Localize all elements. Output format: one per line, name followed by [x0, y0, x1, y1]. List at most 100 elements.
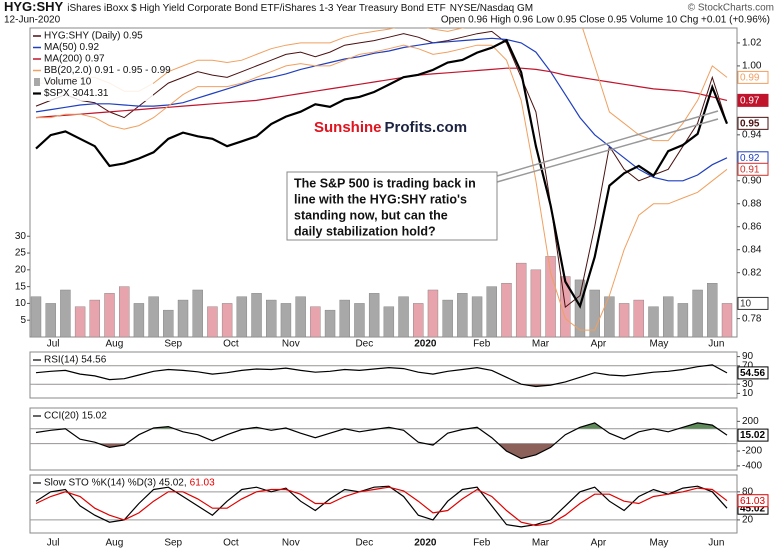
x-tick-label: Apr: [591, 339, 607, 350]
x-tick-label: 2020: [414, 538, 437, 549]
callout-line: standing now, but can the: [294, 208, 448, 222]
y-tick-label: 1.00: [742, 61, 762, 72]
annotations: Sunshine Profits.com The S&P 500 is tradi…: [286, 110, 719, 241]
y-tick-label: 30: [742, 379, 754, 390]
x-tick-label: Aug: [106, 538, 124, 549]
value-badge: 45.02: [740, 503, 765, 514]
volume-bar: [89, 299, 101, 337]
volume-bar: [74, 306, 86, 337]
volume-bar: [574, 279, 586, 337]
y-tick-label: 200: [742, 416, 759, 427]
x-tick-label: Oct: [223, 538, 239, 549]
legend-icon: [34, 78, 40, 86]
series-line: [35, 364, 728, 388]
value-badge: 0.99: [740, 73, 760, 84]
x-tick-label: Apr: [591, 538, 607, 549]
x-tick-label: 2020: [414, 339, 437, 350]
volume-bar: [677, 303, 689, 337]
legend-entry: HYG:SHY (Daily) 0.95: [44, 31, 143, 42]
value-badge: 10: [740, 299, 752, 310]
y-tick-label: 20: [742, 515, 754, 526]
x-tick-label: Jul: [47, 339, 60, 350]
x-tick-label: Feb: [473, 339, 491, 350]
volume-bar: [618, 303, 630, 337]
x-tick-label: May: [649, 538, 668, 549]
threshold-fill: [36, 443, 727, 459]
legend-entry: Volume 10: [44, 77, 92, 88]
callout-line: line with the HYG:SHY ratio's: [294, 192, 467, 206]
volume-bar: [442, 299, 453, 337]
logo-dark: Profits.com: [385, 119, 468, 136]
volume-bar: [692, 289, 703, 337]
volume-bar: [310, 306, 321, 337]
series-line: [35, 486, 728, 527]
panel-frame: [29, 407, 738, 471]
exchange: NYSE/Nasdaq GM: [450, 3, 533, 14]
y-tick-label: 0.82: [742, 267, 762, 278]
value-badge-box: [737, 116, 769, 130]
legend-entry: MA(200) 0.97: [44, 54, 105, 65]
x-tick-label: Jun: [708, 339, 724, 350]
volume-bar: [530, 269, 542, 337]
y-tick-label: 0.84: [742, 244, 762, 255]
series-line: [35, 38, 729, 309]
volume-bar: [368, 293, 380, 337]
symbol: HYG:SHY: [4, 0, 64, 14]
value-badge: 0.92: [740, 153, 760, 164]
trend-line: [496, 118, 719, 183]
y-tick-label: 70: [742, 360, 754, 371]
panel-title: CCI(20) 15.02: [44, 411, 107, 422]
callout-line: daily stabilization hold?: [294, 224, 436, 238]
band-line: [36, 44, 728, 331]
y-tick-label: 0.78: [742, 313, 762, 324]
threshold-fill: [36, 422, 727, 429]
quote: Open 0.96 High 0.96 Low 0.95 Close 0.95 …: [441, 15, 770, 26]
value-badge: 15.02: [740, 430, 765, 441]
x-tick-label: Jun: [708, 538, 724, 549]
x-tick-label: Sep: [164, 538, 182, 549]
logo: Sunshine Profits.com: [314, 119, 467, 136]
volume-bar: [295, 296, 306, 337]
value-badge-box: [737, 366, 769, 380]
volume-bar: [119, 286, 130, 337]
volume-bar: [221, 303, 233, 337]
x-tick-label: Aug: [106, 339, 124, 350]
volume-bar: [707, 283, 718, 337]
volume-bar: [207, 306, 218, 337]
y-tick-label: 90: [742, 351, 754, 362]
volume-tick-label: 25: [15, 248, 27, 259]
volume-bar: [148, 296, 159, 337]
x-tick-label: Mar: [532, 339, 550, 350]
volume-bar: [486, 286, 497, 337]
volume-bar: [339, 299, 350, 337]
panels: 1.02 1.00 0.94 0.90 0.88 0.86 0.84 0.82 0.78 5 10 1…: [15, 27, 769, 549]
value-badge-box: [737, 494, 769, 508]
volume-tick-label: 5: [20, 315, 26, 326]
value-badge: 61.03: [740, 496, 765, 507]
x-tick-label: Sep: [164, 339, 182, 350]
volume-bar: [45, 303, 56, 337]
y-tick-label: 0.90: [742, 175, 762, 186]
volume-bar: [133, 303, 145, 337]
x-tick-label: Dec: [355, 538, 373, 549]
panel-title: RSI(14) 54.56: [44, 355, 107, 366]
date: 12-Jun-2020: [4, 15, 61, 26]
y-tick-label: 0.86: [742, 221, 762, 232]
volume-bar: [398, 296, 409, 337]
value-badge-box: [737, 428, 769, 442]
volume-bar: [324, 309, 336, 337]
x-tick-label: Mar: [532, 538, 550, 549]
threshold-fill: [521, 384, 555, 387]
value-badge-box: [737, 93, 769, 107]
volume-tick-label: 10: [15, 298, 27, 309]
series-line: [35, 67, 728, 119]
y-tick-label: -200: [742, 446, 762, 457]
volume-bar: [354, 303, 365, 337]
legend-value: 61.03: [190, 478, 215, 489]
volume-bar: [177, 299, 189, 337]
volume-bar: [236, 296, 248, 337]
x-tick-label: Jul: [47, 538, 60, 549]
panel-title: Slow STO %K(14) %D(3) 45.02,: [44, 478, 187, 489]
